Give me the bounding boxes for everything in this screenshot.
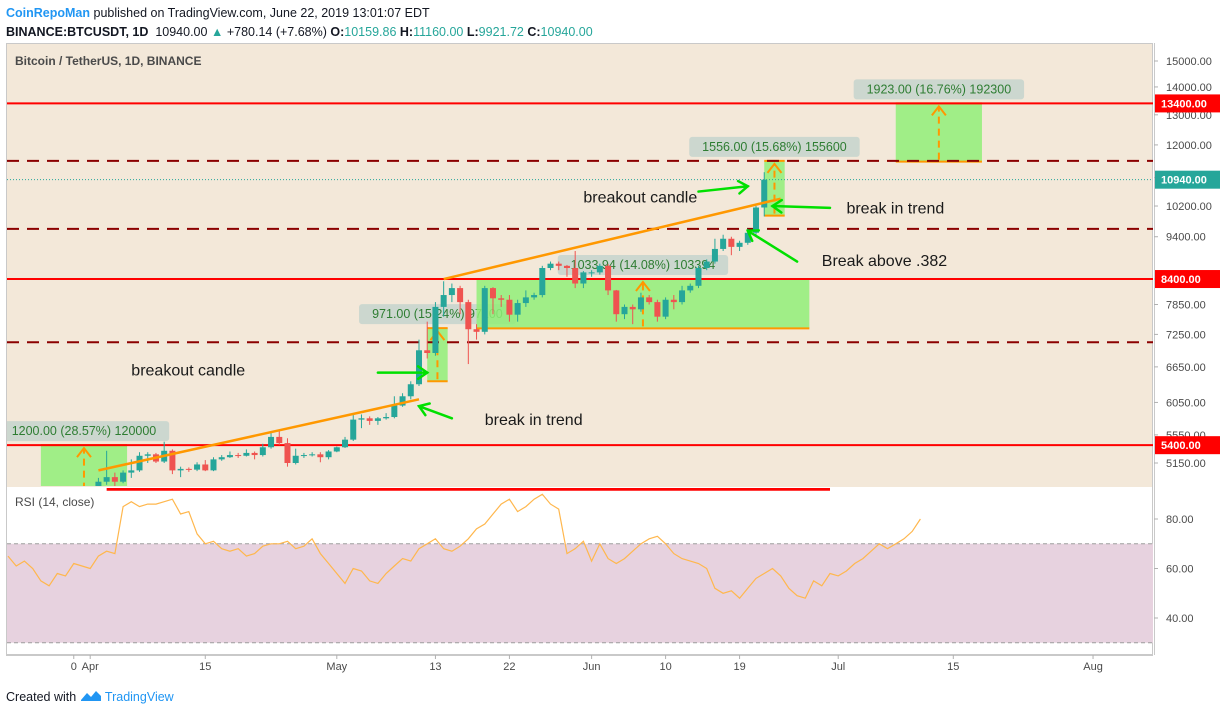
ohlc-line: BINANCE:BTCUSDT, 1D 10940.00 ▲ +780.14 (… bbox=[6, 23, 593, 42]
low-value: 9921.72 bbox=[478, 25, 524, 39]
symbol-label: BINANCE:BTCUSDT, 1D bbox=[6, 25, 149, 39]
tradingview-brand[interactable]: TradingView bbox=[104, 690, 174, 704]
low-label: L: bbox=[466, 25, 479, 39]
author-link[interactable]: CoinRepoMan bbox=[6, 6, 91, 20]
created-with-text: Created with bbox=[6, 690, 77, 704]
time-axis[interactable] bbox=[6, 655, 1153, 675]
open-label: O: bbox=[330, 25, 345, 39]
high-value: 11160.00 bbox=[413, 25, 464, 39]
close-value: 10940.00 bbox=[540, 25, 593, 39]
chart-header: CoinRepoMan published on TradingView.com… bbox=[6, 4, 593, 42]
price-axis[interactable] bbox=[1154, 43, 1225, 655]
open-value: 10159.86 bbox=[344, 25, 397, 39]
price-change: +780.14 (+7.68%) bbox=[226, 25, 327, 39]
close-label: C: bbox=[527, 25, 541, 39]
last-price: 10940.00 bbox=[155, 25, 208, 39]
footer: Created with TradingView bbox=[6, 690, 174, 704]
up-arrow-icon: ▲ bbox=[210, 25, 224, 39]
publish-line: CoinRepoMan published on TradingView.com… bbox=[6, 4, 593, 23]
published-text: published on TradingView.com, June 22, 2… bbox=[93, 6, 430, 20]
tradingview-logo-icon bbox=[80, 691, 101, 701]
rsi-pane[interactable] bbox=[7, 487, 1152, 654]
high-label: H: bbox=[399, 25, 414, 39]
